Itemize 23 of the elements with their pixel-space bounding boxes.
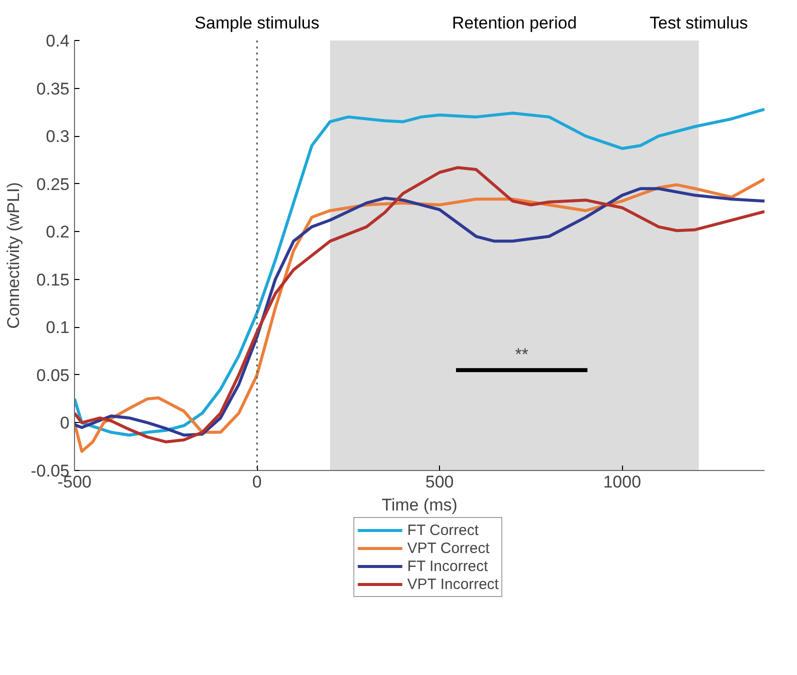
y-tick-label: 0.25 <box>36 174 70 194</box>
y-tick-label: 0.35 <box>36 79 70 98</box>
legend-label: VPT Incorrect <box>407 575 499 593</box>
y-axis-title: Connectivity (wPLI) <box>4 182 23 329</box>
y-tick-label: 0 <box>60 414 70 433</box>
legend-label: FT Correct <box>407 521 479 539</box>
x-tick-label: 1000 <box>603 472 642 492</box>
legend-label: FT Incorrect <box>407 557 488 575</box>
y-tick-label: 0.1 <box>46 318 70 338</box>
annotation: Test stimulus <box>650 14 748 32</box>
y-tick-label: 0.4 <box>46 32 70 50</box>
y-tick-label: 0.15 <box>36 270 70 290</box>
x-tick-label: 0 <box>252 472 262 492</box>
x-axis-title: Time (ms) <box>382 496 458 514</box>
x-tick-label: 500 <box>425 472 454 492</box>
y-tick-label: 0.05 <box>36 366 70 385</box>
legend-label: VPT Correct <box>407 539 490 557</box>
annotation: ** <box>515 345 529 364</box>
y-tick-label: 0.3 <box>46 127 70 146</box>
band-label: Retention period <box>452 14 577 32</box>
line-series <box>74 108 764 437</box>
y-tick-label: 0.2 <box>46 222 70 242</box>
ref-line-label: Sample stimulus <box>194 14 320 32</box>
